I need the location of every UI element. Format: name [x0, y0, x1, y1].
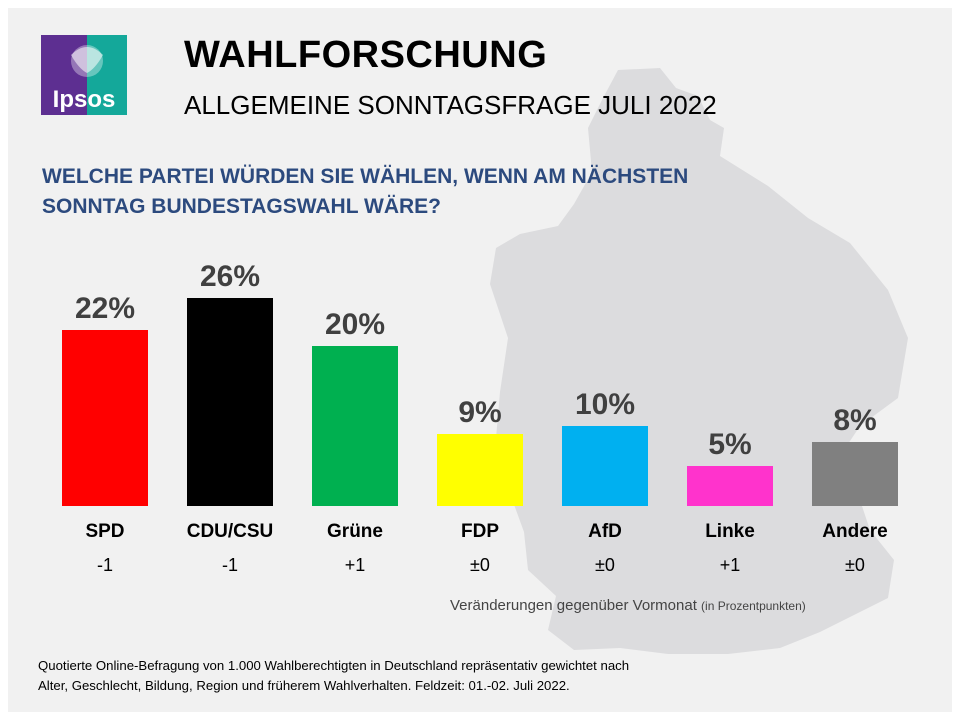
question-line-1: WELCHE PARTEI WÜRDEN SIE WÄHLEN, WENN AM…	[42, 165, 689, 188]
slide-frame: Ipsos WAHLFORSCHUNG ALLGEMEINE SONNTAGSF…	[8, 8, 952, 712]
value-label-0: 22%	[75, 292, 135, 325]
bar-0	[62, 330, 148, 506]
change-label-4: ±0	[595, 555, 615, 575]
value-label-6: 8%	[833, 404, 876, 437]
bar-3	[437, 434, 523, 506]
bar-4	[562, 426, 648, 506]
value-label-5: 5%	[708, 428, 751, 461]
germany-map-background	[490, 68, 908, 654]
bar-1	[187, 298, 273, 506]
logo-text: Ipsos	[53, 86, 116, 113]
category-label-1: CDU/CSU	[187, 521, 274, 542]
value-label-4: 10%	[575, 388, 635, 421]
change-label-6: ±0	[845, 555, 865, 575]
value-label-3: 9%	[458, 396, 501, 429]
survey-question: WELCHE PARTEI WÜRDEN SIE WÄHLEN, WENN AM…	[42, 162, 688, 222]
category-label-5: Linke	[705, 521, 755, 542]
category-label-3: FDP	[461, 521, 499, 542]
ipsos-logo: Ipsos	[41, 35, 127, 115]
change-label-0: -1	[97, 555, 113, 575]
category-label-4: AfD	[588, 521, 622, 542]
question-line-2: SONNTAG BUNDESTAGSWAHL WÄRE?	[42, 195, 441, 218]
change-label-3: ±0	[470, 555, 490, 575]
page-title: WAHLFORSCHUNG	[184, 34, 548, 76]
category-label-2: Grüne	[327, 521, 383, 542]
change-label-5: +1	[720, 555, 741, 575]
bar-2	[312, 346, 398, 506]
bar-5	[687, 466, 773, 506]
change-label-2: +1	[345, 555, 366, 575]
value-label-1: 26%	[200, 260, 260, 293]
change-label-1: -1	[222, 555, 238, 575]
change-note-unit: (in Prozentpunkten)	[701, 599, 806, 613]
footnote: Quotierte Online-Befragung von 1.000 Wah…	[38, 656, 629, 696]
footnote-line-2: Alter, Geschlecht, Bildung, Region und f…	[38, 678, 570, 693]
footnote-line-1: Quotierte Online-Befragung von 1.000 Wah…	[38, 658, 630, 673]
change-note: Veränderungen gegenüber Vormonat (in Pro…	[450, 597, 806, 614]
page-subtitle: ALLGEMEINE SONNTAGSFRAGE JULI 2022	[184, 90, 717, 120]
value-label-2: 20%	[325, 308, 385, 341]
bar-chart: 22% SPD -1 26% CDU/CSU -1 20% Grüne +1 9% FDP ±0 10%…	[62, 260, 898, 575]
category-label-6: Andere	[822, 521, 887, 542]
bar-6	[812, 442, 898, 506]
change-note-text: Veränderungen gegenüber Vormonat	[450, 597, 697, 614]
category-label-0: SPD	[85, 521, 124, 542]
